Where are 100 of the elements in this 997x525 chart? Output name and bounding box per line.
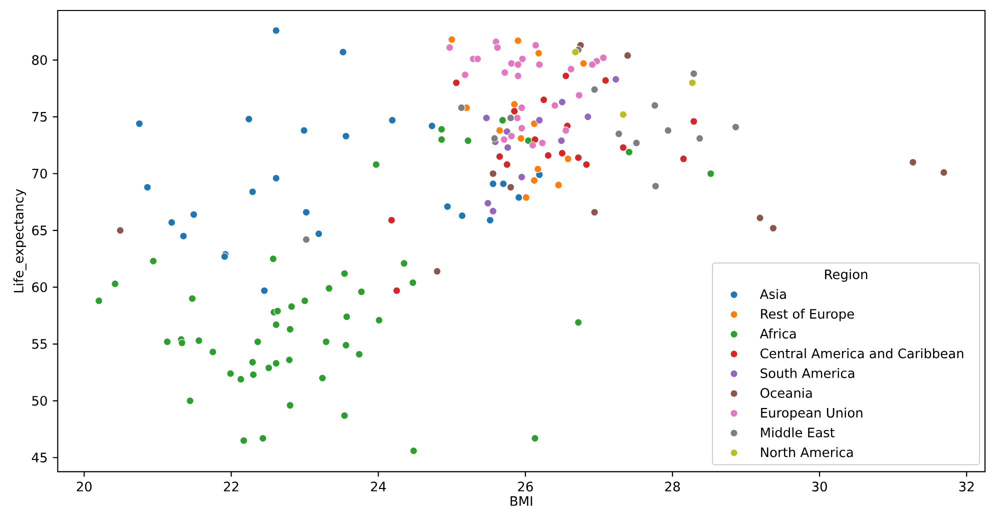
point [286,401,294,410]
point [180,232,188,240]
point [448,36,456,44]
point [518,54,526,63]
point [339,48,347,56]
point [249,370,258,379]
point [458,212,466,220]
legend-label: North America [761,447,853,458]
point [163,338,172,346]
point [194,336,203,345]
point [535,60,544,68]
x-axis-title: BMI [510,496,532,506]
legend-label: European Union [761,408,862,420]
point [264,364,273,372]
point [940,168,948,176]
point [632,139,640,147]
point [302,236,310,244]
point [272,174,280,182]
point [517,134,525,142]
point [464,136,472,145]
legend-title: Region [825,269,868,282]
point [514,72,522,80]
point [544,152,552,160]
point [650,102,659,110]
point [489,170,497,178]
point [322,338,330,346]
point [325,284,333,292]
point [302,208,310,216]
point [558,149,566,158]
point [458,104,466,112]
legend-label: South America [760,368,854,378]
point [769,224,778,232]
point [562,72,570,80]
point [532,41,540,50]
point [269,254,278,263]
y-tick-label: 55 [32,339,47,349]
point [599,54,608,62]
point [254,338,262,346]
point [518,104,526,112]
point [534,165,542,173]
point [535,116,544,124]
point [342,341,350,350]
legend-label: Middle East [761,427,835,438]
point [564,154,572,163]
point [340,270,348,278]
point [272,26,280,34]
point [94,296,103,305]
point [574,318,582,326]
point [522,194,530,202]
point [446,44,454,52]
y-tick-label: 45 [32,452,47,462]
point [510,107,518,116]
x-tick-label: 22 [224,482,238,492]
point [226,370,234,378]
point [375,316,383,324]
point [116,226,124,234]
point [690,117,698,126]
point [499,180,508,188]
point [513,114,522,122]
legend-label: Central America and Caribbean [760,348,964,358]
point [690,70,698,78]
point [574,154,582,162]
point [584,112,592,121]
point [484,199,492,208]
point [506,183,515,192]
point [438,125,446,134]
point [554,181,562,189]
point [300,296,309,305]
point [909,158,917,166]
point [408,278,417,287]
point [392,286,401,295]
point [528,141,537,150]
point [342,132,350,140]
point [590,208,598,216]
point [482,114,490,122]
point [272,320,280,329]
x-tick-label: 28 [665,482,680,492]
point [494,44,502,52]
point [514,36,522,45]
point [186,396,194,405]
point [510,100,518,108]
y-tick-label: 70 [32,168,47,179]
point [508,132,516,140]
point [286,325,294,334]
x-tick-label: 20 [76,482,92,492]
point [340,412,348,420]
point [664,126,672,134]
point [272,359,280,368]
point [240,436,248,444]
y-tick-label: 50 [32,396,47,406]
point [619,144,628,152]
point [590,86,598,94]
x-tick-label: 26 [518,482,533,492]
point [500,136,508,144]
point [149,257,158,265]
point [572,48,580,56]
point [496,152,504,160]
point [410,446,418,455]
point [508,60,516,68]
point [111,280,119,288]
